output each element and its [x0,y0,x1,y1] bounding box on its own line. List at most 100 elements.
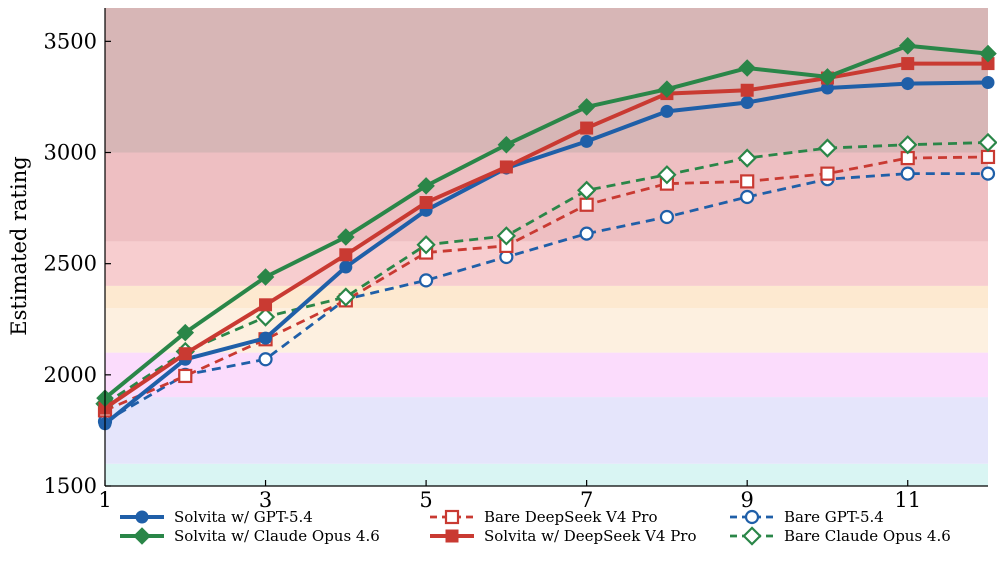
data-point-solvita-w-claude-opus-4-6-3 [256,268,275,286]
data-point-solvita-w-deepseek-v4-pro-9 [740,83,754,97]
data-point-solvita-w-claude-opus-4-6-11 [898,37,917,55]
series-line-solvita-w-gpt-5-4 [103,80,989,426]
series-line-solvita-w-deepseek-v4-pro [103,61,988,410]
legend-label-solvita-w-deepseek-v4-pro: Solvita w/ DeepSeek V4 Pro [484,527,696,545]
y-tick-label-3500: 3500 [44,29,97,53]
legend-label-solvita-w-gpt-5-4: Solvita w/ GPT-5.4 [174,508,313,526]
data-point-solvita-w-deepseek-v4-pro-6 [499,160,513,174]
x-tick-label-11: 11 [894,488,921,512]
series-solvita-w-gpt-5-4 [98,75,995,431]
legend-label-bare-gpt-5-4: Bare GPT-5.4 [784,508,884,526]
series-group [95,37,997,431]
rating-band-2 [105,352,988,398]
legend-label-bare-claude-opus-4-6: Bare Claude Opus 4.6 [784,527,951,545]
data-point-bare-gpt-5-4-12 [980,166,996,181]
series-line-solvita-w-claude-opus-4-6 [103,43,989,400]
rating-bands [105,8,988,486]
data-point-solvita-w-claude-opus-4-6-2 [176,323,195,342]
data-point-bare-gpt-5-4-7 [579,226,594,241]
data-point-bare-gpt-5-4-9 [740,189,755,205]
data-point-solvita-w-claude-opus-4-6-10 [818,68,837,86]
x-tick-label-1: 1 [98,488,111,512]
data-point-solvita-w-claude-opus-4-6-6 [497,135,516,154]
legend-marker-solvita-w-gpt-5-4 [135,510,149,524]
y-tick-label-2500: 2500 [44,252,97,276]
data-point-solvita-w-deepseek-v4-pro-4 [339,248,353,262]
series-solvita-w-claude-opus-4-6 [96,37,997,407]
data-point-solvita-w-gpt-5-4-11 [901,77,915,91]
data-point-solvita-w-claude-opus-4-6-5 [417,177,435,195]
data-point-bare-deepseek-v4-pro-9 [740,174,755,189]
data-point-solvita-w-claude-opus-4-6-7 [577,98,596,116]
data-point-solvita-w-claude-opus-4-6-8 [658,80,676,98]
data-point-bare-gpt-5-4-8 [659,209,675,225]
legend-item-solvita-w-deepseek-v4-pro: Solvita w/ DeepSeek V4 Pro [430,527,696,545]
legend-item-solvita-w-gpt-5-4: Solvita w/ GPT-5.4 [120,508,313,526]
data-point-solvita-w-gpt-5-4-3 [259,331,273,345]
legend-marker-solvita-w-deepseek-v4-pro [445,529,459,543]
y-tick-label-3000: 3000 [44,141,97,165]
rating-band-5 [105,241,988,286]
data-point-solvita-w-gpt-5-4-10 [820,81,834,95]
data-point-bare-claude-opus-4-6-4 [336,287,356,307]
rating-band-3 [105,308,988,353]
data-point-solvita-w-gpt-5-4-8 [660,104,674,118]
legend-item-bare-gpt-5-4: Bare GPT-5.4 [730,508,884,526]
data-point-solvita-w-deepseek-v4-pro-3 [259,298,273,312]
legend-marker-bare-claude-opus-4-6 [742,526,762,546]
rating-band-1 [105,397,988,464]
legend-item-bare-deepseek-v4-pro: Bare DeepSeek V4 Pro [430,508,658,526]
x-tick-label-5: 5 [419,488,432,512]
data-point-solvita-w-deepseek-v4-pro-11 [901,57,915,71]
rating-band-7 [105,8,988,153]
data-point-solvita-w-deepseek-v4-pro-5 [419,196,433,210]
series-line-bare-claude-opus-4-6 [104,141,989,405]
data-point-solvita-w-deepseek-v4-pro-12 [981,57,995,71]
data-point-bare-gpt-5-4-11 [900,166,915,181]
x-tick-label-9: 9 [740,488,753,512]
data-point-bare-claude-opus-4-6-7 [576,180,597,200]
data-point-solvita-w-gpt-5-4-9 [740,95,754,109]
legend-marker-solvita-w-claude-opus-4-6 [133,527,151,545]
rating-band-6 [105,152,988,242]
data-point-bare-deepseek-v4-pro-12 [980,149,996,165]
series-line-bare-gpt-5-4 [104,172,988,423]
data-point-bare-deepseek-v4-pro-10 [820,166,835,181]
data-point-solvita-w-deepseek-v4-pro-2 [178,347,192,361]
data-point-bare-claude-opus-4-6-11 [898,135,918,155]
data-point-bare-claude-opus-4-6-8 [657,165,677,185]
y-tick-label-2000: 2000 [44,363,97,387]
legend-marker-bare-deepseek-v4-pro [444,509,460,525]
data-point-bare-claude-opus-4-6-6 [496,226,517,246]
data-point-bare-gpt-5-4-3 [258,352,273,367]
rating-band-0 [105,463,988,486]
data-point-solvita-w-claude-opus-4-6-4 [337,228,355,246]
data-point-bare-claude-opus-4-6-9 [737,148,757,168]
data-point-bare-claude-opus-4-6-10 [817,138,838,158]
x-tick-label-3: 3 [259,488,272,512]
data-point-bare-deepseek-v4-pro-7 [579,197,594,212]
data-point-solvita-w-gpt-5-4-7 [580,134,594,148]
data-point-bare-claude-opus-4-6-5 [416,235,436,255]
legend-label-bare-deepseek-v4-pro: Bare DeepSeek V4 Pro [484,508,658,526]
y-tick-label-1500: 1500 [44,474,97,498]
legend-label-solvita-w-claude-opus-4-6: Solvita w/ Claude Opus 4.6 [174,527,380,545]
data-point-solvita-w-claude-opus-4-6-12 [979,44,997,63]
data-point-bare-claude-opus-4-6-12 [978,132,997,153]
legend-item-solvita-w-claude-opus-4-6: Solvita w/ Claude Opus 4.6 [120,527,380,545]
data-point-solvita-w-gpt-5-4-4 [339,260,353,274]
data-point-bare-deepseek-v4-pro-2 [178,368,193,384]
axes: 1500 2000 2500 3000 3500 1 3 5 7 9 11 [44,8,988,512]
data-point-solvita-w-claude-opus-4-6-9 [738,59,756,77]
legend-item-bare-claude-opus-4-6: Bare Claude Opus 4.6 [730,526,951,546]
data-point-solvita-w-deepseek-v4-pro-7 [580,121,594,135]
data-point-bare-gpt-5-4-5 [418,273,434,288]
x-tick-label-7: 7 [580,488,593,512]
y-axis-label: Estimated rating [7,156,31,335]
legend-marker-bare-gpt-5-4 [744,509,760,525]
data-point-solvita-w-gpt-5-4-12 [981,75,995,89]
series-line-bare-deepseek-v4-pro [104,155,989,412]
